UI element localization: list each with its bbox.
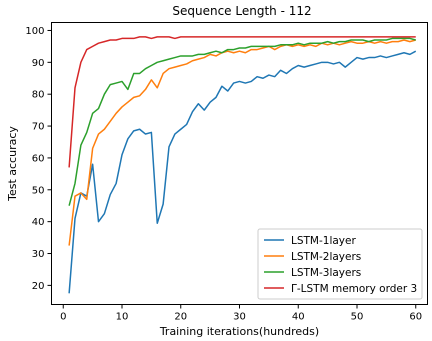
- x-tick-label: 60: [409, 312, 422, 323]
- y-tick-label: 80: [32, 90, 45, 101]
- y-tick-label: 50: [32, 185, 45, 196]
- x-tick-label: 20: [174, 312, 187, 323]
- legend-label: LSTM-2layers: [291, 251, 361, 263]
- x-tick-label: 30: [233, 312, 246, 323]
- series-line-4: [68, 36, 416, 168]
- y-tick-label: 70: [32, 122, 45, 133]
- chart-title: Sequence Length - 112: [172, 4, 311, 18]
- x-tick-label: 10: [116, 312, 129, 323]
- y-tick-label: 60: [32, 153, 45, 164]
- series-line-1: [68, 50, 417, 294]
- x-axis: 0 10 20 30 40 50 60: [60, 304, 422, 323]
- legend: LSTM-1layer LSTM-2layers LSTM-3layers Γ-LST…: [257, 228, 423, 300]
- legend-label: LSTM-1layer: [291, 235, 356, 247]
- series-line-2: [68, 39, 416, 246]
- y-tick-label: 40: [32, 217, 45, 228]
- legend-box: [257, 228, 423, 300]
- legend-label: Γ-LSTM memory order 3: [291, 283, 417, 295]
- x-tick-label: 0: [60, 312, 66, 323]
- plot-lines: [68, 36, 417, 294]
- legend-label: LSTM-3layers: [291, 267, 361, 279]
- y-tick-label: 90: [32, 58, 45, 69]
- x-axis-title: Training iterations(hundreds): [159, 325, 319, 338]
- y-axis: 20 30 40 50 60 70 80 90 100: [25, 26, 52, 292]
- y-axis-title: Test accuracy: [6, 126, 19, 202]
- x-tick-label: 40: [292, 312, 305, 323]
- y-tick-label: 100: [25, 26, 44, 37]
- x-tick-label: 50: [351, 312, 364, 323]
- y-tick-label: 20: [32, 281, 45, 292]
- y-tick-label: 30: [32, 249, 45, 260]
- series-line-3: [68, 37, 416, 206]
